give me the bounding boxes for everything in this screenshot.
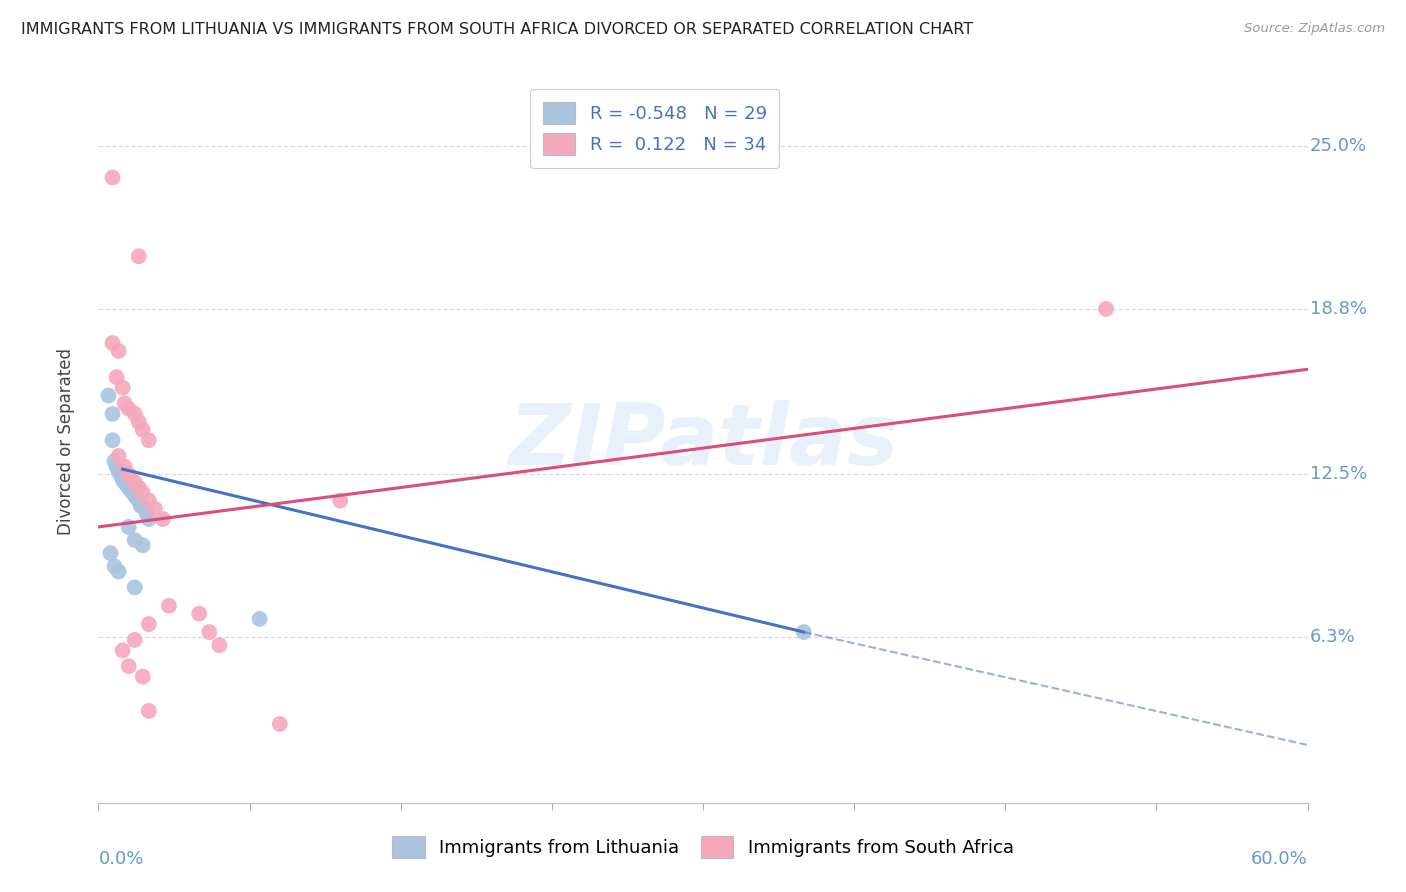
Point <box>100 546 122 560</box>
Point <box>132 423 155 437</box>
Point <box>249 612 271 626</box>
Point <box>118 481 141 495</box>
Point <box>128 249 150 263</box>
Text: 60.0%: 60.0% <box>1251 850 1308 868</box>
Point <box>269 717 291 731</box>
Point <box>157 599 180 613</box>
Point <box>132 485 155 500</box>
Point <box>138 512 160 526</box>
Point <box>103 559 125 574</box>
Point <box>118 467 141 482</box>
Point <box>121 485 143 500</box>
Point <box>101 336 124 351</box>
Legend: Immigrants from Lithuania, Immigrants from South Africa: Immigrants from Lithuania, Immigrants fr… <box>382 827 1024 867</box>
Point <box>105 459 128 474</box>
Point <box>138 704 160 718</box>
Point <box>128 493 150 508</box>
Point <box>111 643 134 657</box>
Point <box>329 493 352 508</box>
Point <box>111 473 134 487</box>
Point <box>124 407 146 421</box>
Point <box>208 638 231 652</box>
Point <box>129 499 152 513</box>
Point <box>115 478 138 492</box>
Text: ZIPatlas: ZIPatlas <box>508 400 898 483</box>
Point <box>101 407 124 421</box>
Legend: R = -0.548   N = 29, R =  0.122   N = 34: R = -0.548 N = 29, R = 0.122 N = 34 <box>530 89 779 168</box>
Point <box>107 449 129 463</box>
Point <box>143 501 166 516</box>
Text: 0.0%: 0.0% <box>98 850 143 868</box>
Point <box>134 501 156 516</box>
Point <box>198 625 221 640</box>
Point <box>188 607 211 621</box>
Point <box>118 520 141 534</box>
Point <box>120 483 142 497</box>
Y-axis label: Divorced or Separated: Divorced or Separated <box>56 348 75 535</box>
Point <box>135 507 157 521</box>
Point <box>105 370 128 384</box>
Point <box>110 467 132 482</box>
Point <box>125 491 148 505</box>
Text: Source: ZipAtlas.com: Source: ZipAtlas.com <box>1244 22 1385 36</box>
Point <box>107 465 129 479</box>
Point <box>114 459 136 474</box>
Point <box>101 170 124 185</box>
Text: 6.3%: 6.3% <box>1310 628 1355 647</box>
Point <box>118 659 141 673</box>
Point <box>124 580 146 594</box>
Point <box>124 632 146 647</box>
Point <box>132 670 155 684</box>
Point <box>793 625 815 640</box>
Point <box>138 493 160 508</box>
Point <box>152 512 174 526</box>
Point <box>97 388 120 402</box>
Point <box>107 565 129 579</box>
Point <box>1095 301 1118 316</box>
Point <box>128 481 150 495</box>
Point <box>101 434 124 448</box>
Text: 12.5%: 12.5% <box>1310 466 1367 483</box>
Point <box>111 381 134 395</box>
Point <box>124 533 146 547</box>
Point <box>114 475 136 490</box>
Point <box>128 415 150 429</box>
Text: 25.0%: 25.0% <box>1310 137 1367 155</box>
Point <box>124 488 146 502</box>
Point <box>114 396 136 410</box>
Point <box>132 538 155 552</box>
Text: IMMIGRANTS FROM LITHUANIA VS IMMIGRANTS FROM SOUTH AFRICA DIVORCED OR SEPARATED : IMMIGRANTS FROM LITHUANIA VS IMMIGRANTS … <box>21 22 973 37</box>
Point <box>107 343 129 358</box>
Point <box>118 401 141 416</box>
Point <box>138 434 160 448</box>
Point <box>124 475 146 490</box>
Point <box>103 454 125 468</box>
Point <box>138 617 160 632</box>
Text: 18.8%: 18.8% <box>1310 300 1367 318</box>
